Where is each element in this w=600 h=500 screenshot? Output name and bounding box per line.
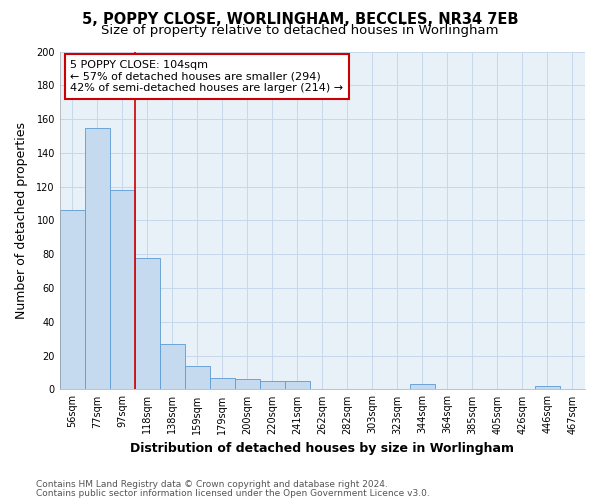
Bar xyxy=(210,378,235,390)
Bar xyxy=(110,190,135,390)
Bar xyxy=(285,381,310,390)
Text: Contains HM Land Registry data © Crown copyright and database right 2024.: Contains HM Land Registry data © Crown c… xyxy=(36,480,388,489)
Bar xyxy=(535,386,560,390)
Text: Contains public sector information licensed under the Open Government Licence v3: Contains public sector information licen… xyxy=(36,488,430,498)
Bar xyxy=(135,258,160,390)
Bar xyxy=(235,380,260,390)
Bar xyxy=(185,366,210,390)
Bar xyxy=(160,344,185,390)
Y-axis label: Number of detached properties: Number of detached properties xyxy=(15,122,28,319)
X-axis label: Distribution of detached houses by size in Worlingham: Distribution of detached houses by size … xyxy=(130,442,514,455)
Text: 5, POPPY CLOSE, WORLINGHAM, BECCLES, NR34 7EB: 5, POPPY CLOSE, WORLINGHAM, BECCLES, NR3… xyxy=(82,12,518,28)
Bar xyxy=(260,381,285,390)
Bar xyxy=(410,384,435,390)
Text: Size of property relative to detached houses in Worlingham: Size of property relative to detached ho… xyxy=(101,24,499,37)
Bar xyxy=(59,210,85,390)
Bar xyxy=(85,128,110,390)
Text: 5 POPPY CLOSE: 104sqm
← 57% of detached houses are smaller (294)
42% of semi-det: 5 POPPY CLOSE: 104sqm ← 57% of detached … xyxy=(70,60,343,93)
